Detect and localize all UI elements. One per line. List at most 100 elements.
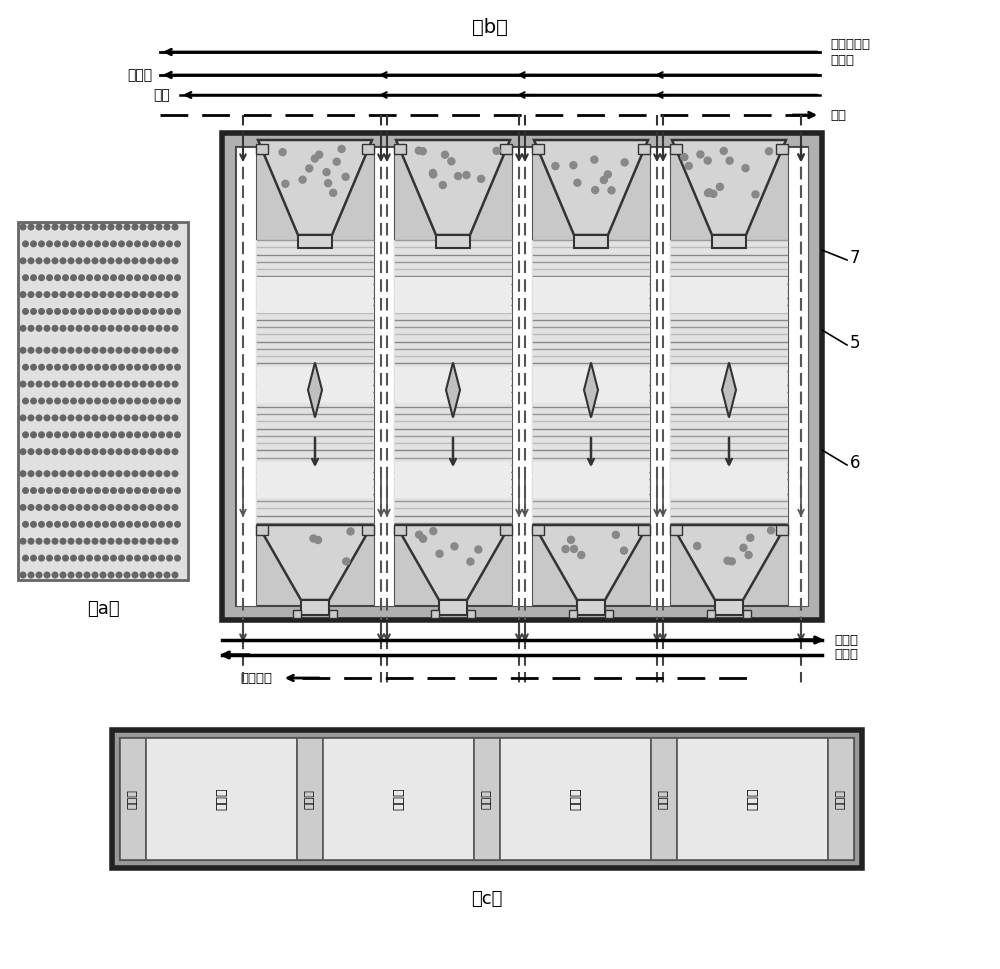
Circle shape (95, 521, 100, 527)
Circle shape (55, 432, 60, 438)
Bar (569, 610, 577, 618)
Circle shape (31, 487, 36, 493)
Bar (670, 240, 788, 530)
Circle shape (135, 521, 140, 527)
Circle shape (151, 521, 156, 527)
Circle shape (159, 521, 164, 527)
Circle shape (724, 557, 731, 564)
Circle shape (76, 258, 82, 264)
Circle shape (116, 573, 122, 578)
Circle shape (31, 364, 36, 370)
Circle shape (63, 521, 68, 527)
Circle shape (36, 382, 42, 387)
Circle shape (20, 326, 26, 331)
Circle shape (79, 309, 84, 314)
Text: 反应室: 反应室 (746, 788, 759, 810)
Circle shape (20, 382, 26, 387)
Circle shape (124, 258, 130, 264)
Circle shape (135, 241, 140, 247)
Circle shape (68, 224, 74, 230)
Circle shape (68, 471, 74, 477)
Polygon shape (258, 140, 372, 235)
Circle shape (63, 309, 68, 314)
Circle shape (63, 241, 68, 247)
Circle shape (28, 539, 34, 544)
Circle shape (621, 159, 628, 166)
Bar (439, 600, 467, 615)
Circle shape (167, 241, 172, 247)
Circle shape (76, 415, 82, 421)
Circle shape (39, 275, 44, 280)
Circle shape (71, 555, 76, 561)
Circle shape (95, 275, 100, 280)
Circle shape (92, 415, 98, 421)
Bar (574, 235, 608, 248)
Circle shape (419, 147, 426, 155)
Circle shape (132, 382, 138, 387)
Text: （b）: （b） (472, 18, 508, 37)
Circle shape (148, 326, 154, 331)
Circle shape (330, 189, 337, 197)
Circle shape (608, 187, 615, 194)
Circle shape (164, 348, 170, 353)
Circle shape (570, 162, 577, 169)
Circle shape (95, 487, 100, 493)
Circle shape (84, 326, 90, 331)
Circle shape (159, 364, 164, 370)
Circle shape (76, 348, 82, 353)
Bar (256, 525, 268, 535)
Circle shape (745, 551, 752, 558)
Circle shape (63, 364, 68, 370)
Circle shape (92, 539, 98, 544)
Circle shape (132, 573, 138, 578)
Circle shape (164, 258, 170, 264)
Circle shape (20, 449, 26, 454)
Circle shape (44, 539, 50, 544)
Circle shape (156, 382, 162, 387)
Circle shape (167, 398, 172, 404)
Bar (605, 610, 613, 618)
Circle shape (60, 292, 66, 297)
Circle shape (568, 536, 575, 544)
Bar (394, 525, 406, 535)
Circle shape (71, 275, 76, 280)
Circle shape (148, 224, 154, 230)
Circle shape (140, 258, 146, 264)
Circle shape (55, 364, 60, 370)
Circle shape (31, 309, 36, 314)
Circle shape (68, 326, 74, 331)
Circle shape (100, 449, 106, 454)
Circle shape (132, 471, 138, 477)
Circle shape (20, 573, 26, 578)
Circle shape (28, 258, 34, 264)
Circle shape (103, 364, 108, 370)
Circle shape (36, 471, 42, 477)
Circle shape (20, 505, 26, 511)
Circle shape (116, 326, 122, 331)
Circle shape (23, 364, 28, 370)
Circle shape (39, 555, 44, 561)
Circle shape (343, 558, 350, 565)
Circle shape (44, 505, 50, 511)
Circle shape (135, 275, 140, 280)
Circle shape (156, 505, 162, 511)
Circle shape (44, 224, 50, 230)
Circle shape (167, 521, 172, 527)
Circle shape (415, 147, 422, 154)
Text: 7: 7 (850, 249, 860, 267)
Text: 烟气室: 烟气室 (836, 789, 846, 809)
Circle shape (167, 275, 172, 280)
Circle shape (116, 292, 122, 297)
Circle shape (143, 364, 148, 370)
Circle shape (95, 364, 100, 370)
Circle shape (68, 505, 74, 511)
Circle shape (87, 275, 92, 280)
Circle shape (116, 539, 122, 544)
Circle shape (31, 432, 36, 438)
Circle shape (60, 326, 66, 331)
Bar (500, 525, 512, 535)
Circle shape (164, 505, 170, 511)
Circle shape (140, 505, 146, 511)
Bar (671, 277, 787, 313)
Circle shape (694, 543, 701, 549)
